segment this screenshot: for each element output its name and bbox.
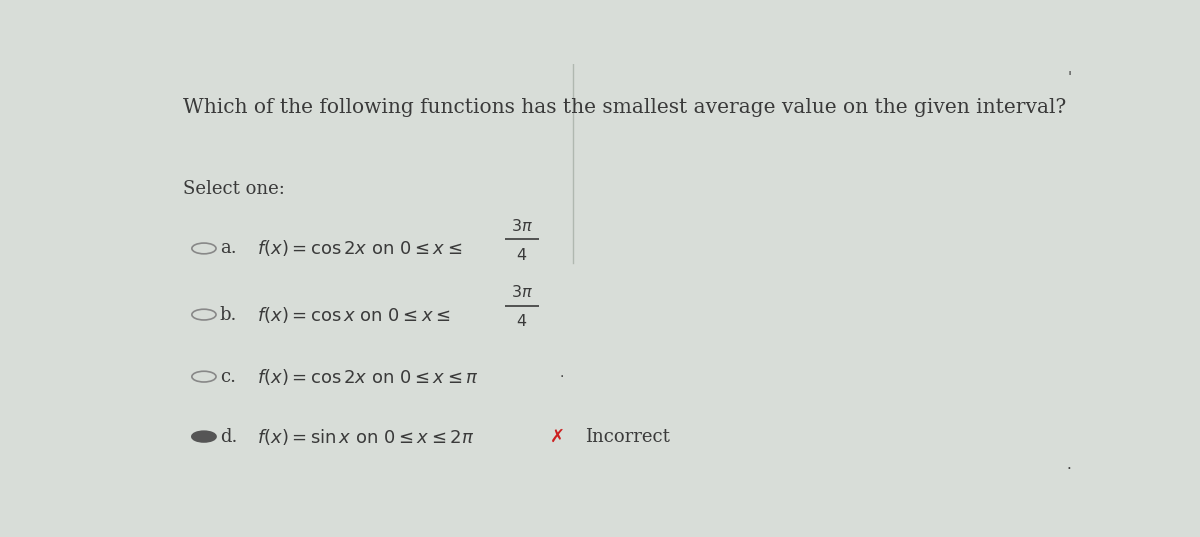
Text: Incorrect: Incorrect [586,427,670,446]
Text: $f(x) = \cos 2x$ on $0 \leq x \leq \pi$: $f(x) = \cos 2x$ on $0 \leq x \leq \pi$ [257,367,479,387]
Text: Which of the following functions has the smallest average value on the given int: Which of the following functions has the… [182,98,1066,117]
Text: a.: a. [220,240,236,257]
Text: b.: b. [220,306,238,324]
Text: $f(x) = \cos 2x$ on $0 \leq x \leq$: $f(x) = \cos 2x$ on $0 \leq x \leq$ [257,238,462,258]
Text: $3\pi$: $3\pi$ [511,284,533,300]
Text: Select one:: Select one: [182,180,284,198]
Text: ✗: ✗ [550,427,565,446]
Text: $3\pi$: $3\pi$ [511,217,533,234]
Text: $f(x) = \cos x$ on $0 \leq x \leq$: $f(x) = \cos x$ on $0 \leq x \leq$ [257,304,451,324]
Text: c.: c. [220,368,235,386]
Text: $4$: $4$ [516,313,528,329]
Text: .: . [1067,458,1072,471]
Text: ': ' [1068,71,1072,85]
Text: d.: d. [220,427,238,446]
Text: $f(x) = \sin x$ on $0 \leq x \leq 2\pi$: $f(x) = \sin x$ on $0 \leq x \leq 2\pi$ [257,426,474,447]
Text: $4$: $4$ [516,246,528,263]
Circle shape [192,431,216,442]
Text: ·: · [559,369,564,383]
